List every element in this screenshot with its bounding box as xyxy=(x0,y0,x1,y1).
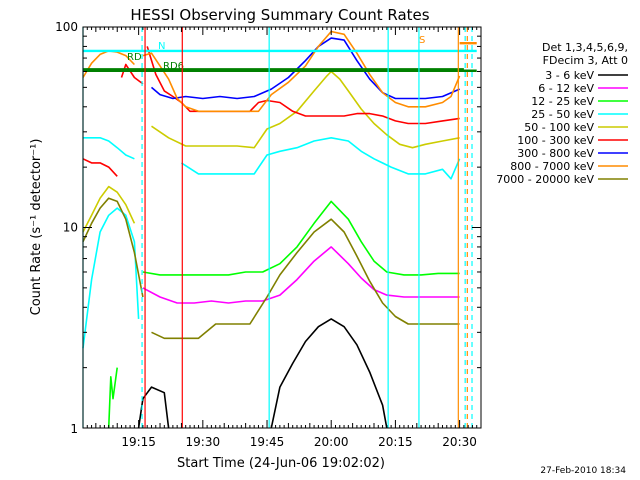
legend-label-2: 12 - 25 keV xyxy=(531,95,594,108)
legend-label-0: 3 - 6 keV xyxy=(545,69,594,82)
marker-layer xyxy=(82,27,473,428)
axis-layer: 19:15 19:30 19:45 20:00 20:15 20:30 1 10 100 xyxy=(55,20,482,449)
y-axis-label: Count Rate (s⁻¹ detector⁻¹) xyxy=(29,139,44,316)
overlay-flag-n: N xyxy=(158,41,165,52)
x-tick-label-3: 20:00 xyxy=(314,435,349,449)
series-line-12-25-keV-seg-0 xyxy=(107,367,118,429)
series-line-100-300-keV-seg-0 xyxy=(82,158,118,177)
legend: Det 1,3,4,5,6,9,FDecim 3, Att 0 3 - 6 keV… xyxy=(496,41,628,186)
x-tick-label-0: 19:15 xyxy=(121,435,156,449)
series-line-3-6-keV-seg-1 xyxy=(270,318,388,429)
series-line-7000-20000-keV-seg-0 xyxy=(82,197,144,298)
x-tick-label-2: 19:45 xyxy=(250,435,285,449)
overlay-flag-rd: RD xyxy=(127,52,142,63)
legend-label-8: 7000 - 20000 keV xyxy=(496,173,594,186)
y-tick-label-2: 100 xyxy=(55,20,78,34)
overlay-flag-s: S xyxy=(419,35,425,46)
series-line-7000-20000-keV-seg-1 xyxy=(151,218,460,340)
legend-label-1: 6 - 12 keV xyxy=(538,82,594,95)
legend-header-1: FDecim 3, Att 0 xyxy=(543,54,628,67)
legend-label-3: 25 - 50 keV xyxy=(531,108,594,121)
legend-label-6: 300 - 800 keV xyxy=(517,147,594,160)
x-tick-label-1: 19:30 xyxy=(186,435,221,449)
x-tick-label-4: 20:15 xyxy=(378,435,413,449)
x-tick-label-5: 20:30 xyxy=(442,435,477,449)
y-tick-label-1: 10 xyxy=(63,221,78,235)
series-line-50-100-keV-seg-0 xyxy=(82,185,136,233)
legend-label-5: 100 - 300 keV xyxy=(517,134,594,147)
chart-title: HESSI Observing Summary Count Rates xyxy=(130,6,429,24)
overlay-layer: RD RD6 N S xyxy=(83,35,477,72)
series-line-25-50-keV-seg-2 xyxy=(180,137,461,180)
series-line-800-7000-keV-seg-1 xyxy=(142,30,461,113)
footer-date: 27-Feb-2010 18:34 xyxy=(540,466,626,476)
series-line-300-800-keV-seg-0 xyxy=(150,37,460,100)
series-line-25-50-keV-seg-1 xyxy=(83,137,135,160)
legend-label-7: 800 - 7000 keV xyxy=(510,160,594,173)
overlay-flag-rd6: RD6 xyxy=(163,61,184,72)
x-axis-label: Start Time (24-Jun-06 19:02:02) xyxy=(177,456,385,471)
legend-label-4: 50 - 100 keV xyxy=(524,121,594,134)
y-tick-label-0: 1 xyxy=(70,422,78,436)
series-line-25-50-keV-seg-0 xyxy=(82,207,140,349)
series-line-50-100-keV-seg-1 xyxy=(151,70,460,149)
series-line-12-25-keV-seg-1 xyxy=(142,200,460,276)
legend-header-0: Det 1,3,4,5,6,9, xyxy=(542,41,628,54)
series-line-6-12-keV-seg-0 xyxy=(142,246,460,304)
